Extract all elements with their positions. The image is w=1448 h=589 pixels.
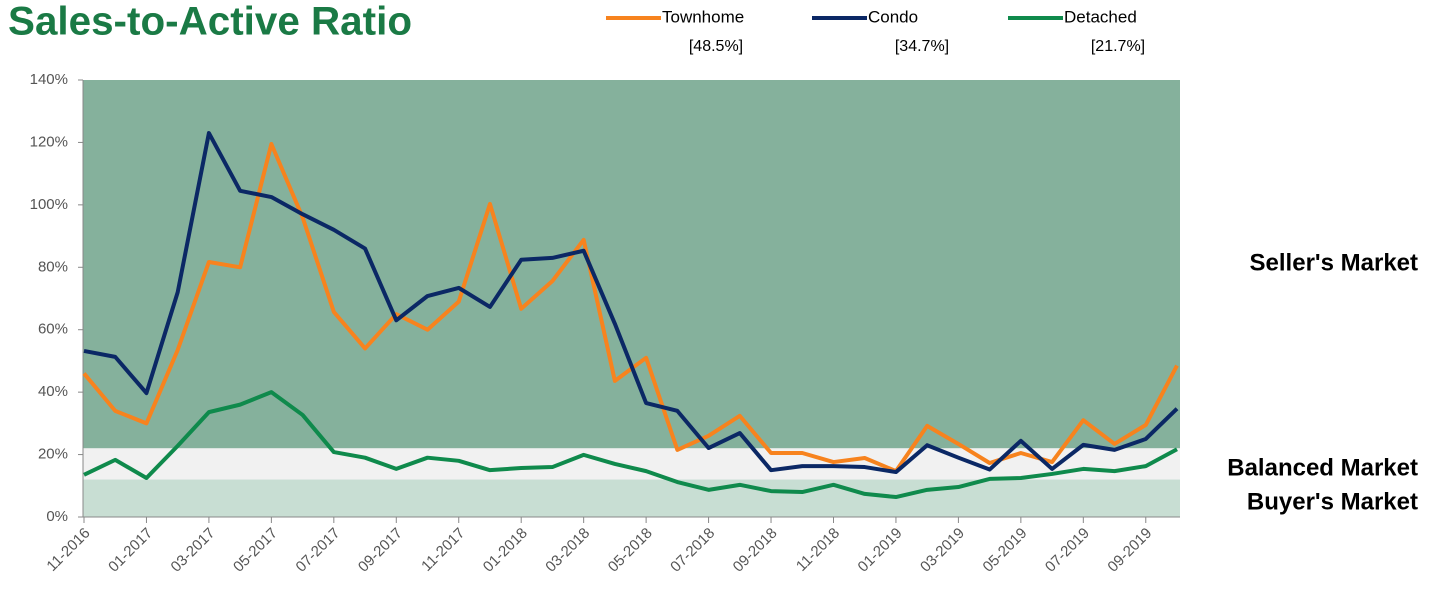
legend-note: [34.7%] (895, 38, 949, 55)
x-tick-label: 07-2019 (1042, 525, 1093, 576)
y-tick-label: 40% (38, 383, 68, 400)
market-region (83, 479, 1180, 517)
x-tick-label: 05-2017 (230, 525, 281, 576)
market-region (83, 80, 1180, 449)
x-tick-label: 01-2017 (105, 525, 156, 576)
region-label: Balanced Market (1227, 454, 1418, 481)
y-tick-label: 80% (38, 258, 68, 275)
legend-label: Townhome (662, 7, 744, 26)
x-tick-label: 11-2017 (418, 525, 468, 575)
x-tick-label: 11-2016 (43, 525, 93, 575)
chart-title: Sales-to-Active Ratio (8, 0, 412, 44)
x-tick-label: 09-2017 (355, 525, 406, 576)
x-tick-label: 09-2018 (730, 525, 781, 576)
x-tick-label: 03-2017 (168, 525, 219, 576)
series-line (83, 390, 1178, 500)
legend-note: [48.5%] (689, 38, 743, 55)
y-tick-label: 140% (30, 71, 68, 88)
series-line (82, 141, 1179, 474)
series-line (83, 131, 1179, 475)
region-label: Seller's Market (1250, 250, 1418, 277)
legend-label: Detached (1064, 7, 1137, 26)
y-tick-label: 0% (46, 508, 68, 525)
legend-note: [21.7%] (1091, 38, 1145, 55)
x-tick-label: 07-2018 (667, 525, 718, 576)
x-tick-label: 09-2019 (1104, 525, 1155, 576)
region-label: Buyer's Market (1247, 489, 1418, 516)
y-tick-label: 120% (30, 133, 68, 150)
x-tick-label: 05-2018 (605, 525, 656, 576)
y-tick-label: 20% (38, 446, 68, 463)
x-tick-label: 07-2017 (293, 525, 344, 576)
x-tick-label: 05-2019 (980, 525, 1031, 576)
y-tick-label: 100% (30, 196, 68, 213)
x-tick-label: 03-2018 (542, 525, 593, 576)
x-tick-label: 11-2018 (793, 525, 843, 575)
legend-label: Condo (868, 7, 918, 26)
y-tick-label: 60% (38, 321, 68, 338)
x-tick-label: 01-2018 (480, 525, 531, 576)
x-tick-label: 01-2019 (855, 525, 906, 576)
x-tick-label: 03-2019 (917, 525, 968, 576)
